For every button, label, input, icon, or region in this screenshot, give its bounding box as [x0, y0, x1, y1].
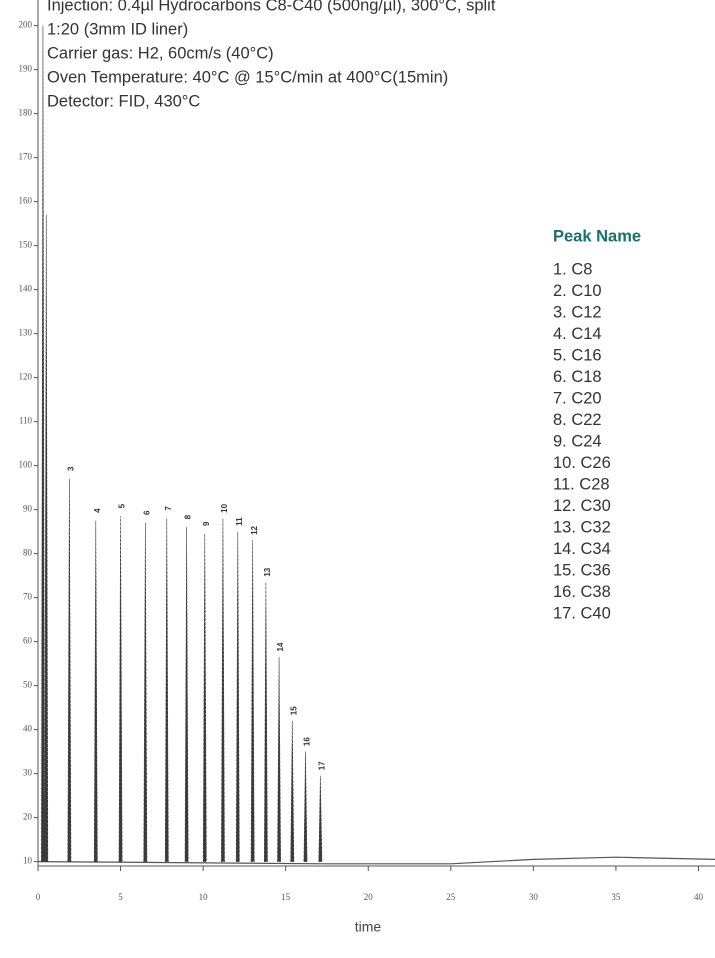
y-tick-label: 190 — [19, 64, 33, 74]
legend-item: 11. C28 — [553, 475, 610, 493]
y-tick-label: 10 — [23, 856, 33, 866]
y-tick-label: 150 — [19, 240, 33, 250]
peak-label: 5 — [118, 503, 127, 508]
legend-item: 6. C18 — [553, 368, 602, 386]
peak — [118, 516, 123, 862]
peak-label: 6 — [142, 510, 151, 515]
peak-label: 8 — [184, 514, 193, 519]
peak — [143, 522, 148, 862]
legend-title: Peak Name — [553, 227, 641, 245]
peak — [44, 214, 49, 862]
x-tick-label: 5 — [118, 892, 123, 902]
legend-item: 10. C26 — [553, 454, 611, 472]
peak — [303, 751, 308, 862]
peak-label: 4 — [93, 508, 102, 513]
peak-label: 13 — [263, 567, 272, 576]
x-tick-label: 15 — [281, 892, 291, 902]
legend-item: 7. C20 — [553, 389, 602, 407]
peak — [221, 518, 225, 862]
y-tick-label: 20 — [23, 812, 33, 822]
legend-item: 15. C36 — [553, 561, 611, 579]
peak — [184, 527, 189, 862]
legend-item: 16. C38 — [553, 583, 611, 601]
y-tick-label: 30 — [23, 768, 33, 778]
legend-item: 14. C34 — [553, 540, 611, 558]
y-tick-label: 120 — [19, 372, 33, 382]
x-axis-title: time — [355, 919, 382, 935]
y-tick-label: 50 — [23, 680, 33, 690]
legend-item: 2. C10 — [553, 282, 602, 300]
peak-label: 15 — [289, 706, 298, 715]
y-tick-label: 100 — [19, 460, 33, 470]
legend-item: 12. C30 — [553, 497, 611, 515]
peak — [67, 478, 72, 862]
peak — [250, 540, 255, 862]
info-line: Oven Temperature: 40°C @ 15°C/min at 400… — [47, 68, 448, 86]
baseline-line — [38, 856, 715, 865]
legend-item: 5. C16 — [553, 346, 602, 364]
legend-item: 4. C14 — [553, 325, 602, 343]
y-tick-label: 170 — [19, 152, 33, 162]
legend-item: 3. C12 — [553, 303, 602, 321]
y-tick-label: 160 — [19, 196, 33, 206]
peak — [277, 656, 281, 862]
peak — [93, 520, 98, 862]
y-tick-label: 140 — [19, 284, 33, 294]
legend-item: 9. C24 — [553, 432, 602, 450]
peak — [41, 25, 45, 862]
y-tick-label: 110 — [19, 416, 33, 426]
legend-item: 1. C8 — [553, 260, 592, 278]
x-tick-label: 25 — [446, 892, 456, 902]
y-tick-label: 70 — [23, 592, 33, 602]
x-tick-label: 30 — [529, 892, 539, 902]
info-line: Injection: 0.4µl Hydrocarbons C8-C40 (50… — [47, 0, 496, 14]
peak — [164, 518, 169, 862]
peak-label: 16 — [303, 737, 312, 746]
info-line: Detector: FID, 430°C — [47, 92, 200, 110]
peak — [263, 582, 268, 862]
peak — [318, 775, 323, 862]
peak-label: 10 — [220, 503, 229, 512]
y-tick-label: 80 — [23, 548, 33, 558]
x-tick-label: 0 — [36, 892, 41, 902]
x-tick-label: 10 — [199, 892, 209, 902]
peak-label: 3 — [66, 466, 75, 471]
peak-label: 9 — [202, 521, 211, 526]
info-line: 1:20 (3mm ID liner) — [47, 20, 188, 38]
peak-label: 14 — [276, 642, 285, 651]
peak — [290, 720, 295, 862]
peak — [235, 531, 240, 862]
legend-item: 8. C22 — [553, 411, 602, 429]
peak-label: 11 — [235, 517, 244, 526]
x-tick-label: 35 — [611, 892, 621, 902]
y-tick-label: 60 — [23, 636, 33, 646]
legend-item: 17. C40 — [553, 604, 611, 622]
peak — [202, 533, 207, 862]
y-tick-label: 90 — [23, 504, 33, 514]
y-tick-label: 40 — [23, 724, 33, 734]
info-line: Carrier gas: H2, 60cm/s (40°C) — [47, 44, 274, 62]
plot-area — [38, 25, 715, 865]
legend-item: 13. C32 — [553, 518, 611, 536]
x-tick-label: 40 — [694, 892, 704, 902]
x-tick-label: 20 — [364, 892, 374, 902]
y-tick-label: 180 — [19, 108, 33, 118]
peak-label: 7 — [164, 506, 173, 511]
y-tick-label: 200 — [19, 20, 33, 30]
y-tick-label: 130 — [19, 328, 33, 338]
peak-label: 12 — [250, 525, 259, 534]
peak-label: 17 — [317, 761, 326, 770]
